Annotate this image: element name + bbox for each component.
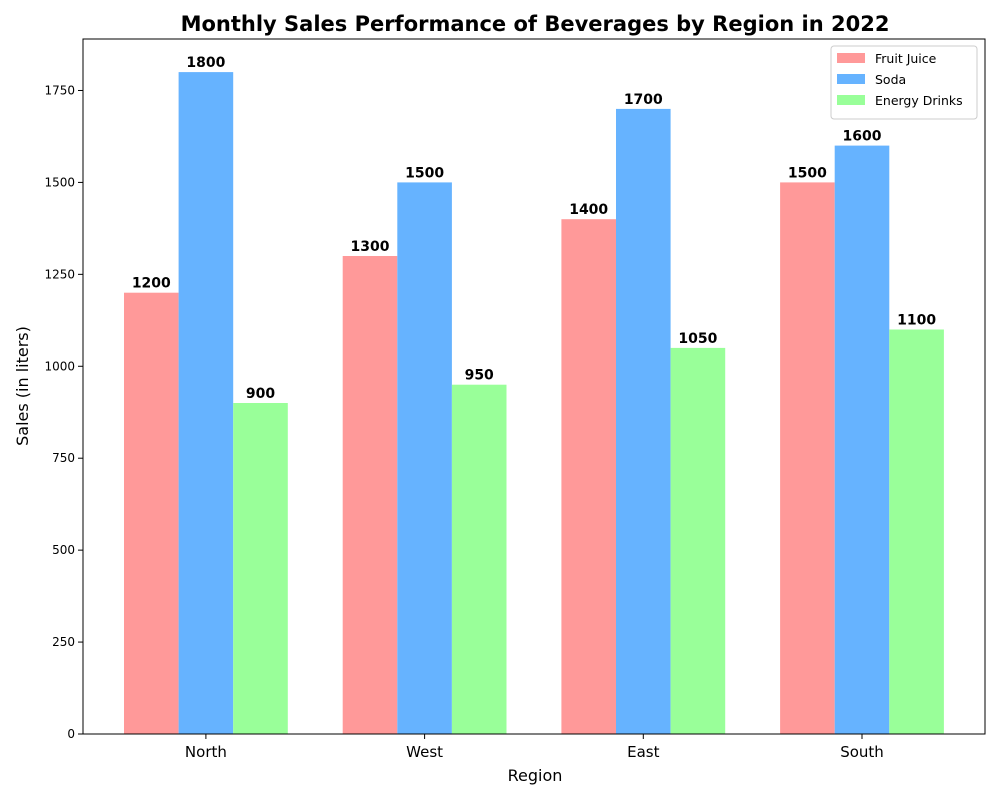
data-label: 900	[246, 386, 275, 402]
y-tick-label: 1000	[44, 359, 75, 373]
legend-entry: Energy Drinks	[875, 93, 963, 108]
data-label: 1400	[569, 202, 608, 218]
y-tick-label: 750	[52, 451, 75, 465]
bar-east-0	[561, 219, 616, 734]
data-label: 1500	[788, 165, 827, 181]
legend-entry: Fruit Juice	[875, 51, 937, 66]
legend-swatch	[837, 95, 865, 105]
bar-north-2	[233, 403, 288, 734]
data-label: 1700	[624, 92, 663, 108]
legend-swatch	[837, 74, 865, 84]
bar-north-1	[178, 72, 234, 735]
data-label: 1200	[132, 276, 171, 292]
x-tick-label: South	[840, 743, 884, 761]
bar-east-1	[616, 108, 671, 734]
y-tick-label: 250	[52, 635, 75, 649]
data-label: 1500	[405, 165, 444, 181]
chart-title: Monthly Sales Performance of Beverages b…	[181, 12, 890, 36]
data-label: 1050	[678, 331, 717, 347]
x-tick-label: West	[406, 743, 443, 761]
bar-west-0	[342, 256, 398, 734]
data-label: 1100	[897, 313, 936, 329]
axes-frame	[82, 38, 986, 735]
bar-south-0	[780, 182, 835, 734]
bar-east-2	[670, 347, 726, 734]
y-tick-label: 500	[52, 543, 75, 557]
bar-west-2	[451, 384, 507, 734]
data-label: 950	[465, 368, 494, 384]
legend: Fruit Juice Soda Energy Drinks	[830, 45, 978, 120]
x-axis-label: Region	[508, 766, 563, 785]
bar-north-0	[124, 292, 179, 734]
plot-area: 1200 1300 1400 1500 1800 1500 1700 1600 900 950 10…	[44, 38, 986, 761]
x-tick-label: North	[185, 743, 227, 761]
legend-box	[830, 45, 978, 120]
bar-south-2	[889, 329, 944, 734]
y-tick-label: 1250	[44, 267, 75, 281]
y-tick-label: 1500	[44, 175, 75, 189]
y-axis-label: Sales (in liters)	[13, 326, 32, 446]
bar-south-1	[834, 145, 890, 735]
y-tick-label: 0	[67, 727, 75, 741]
y-tick-label: 1750	[44, 83, 75, 97]
x-tick-label: East	[627, 743, 659, 761]
legend-entry: Soda	[875, 72, 906, 87]
data-label: 1600	[843, 129, 882, 145]
bar-west-1	[397, 182, 452, 734]
legend-swatch	[837, 53, 865, 63]
data-label: 1800	[186, 55, 225, 71]
data-label: 1300	[351, 239, 390, 255]
